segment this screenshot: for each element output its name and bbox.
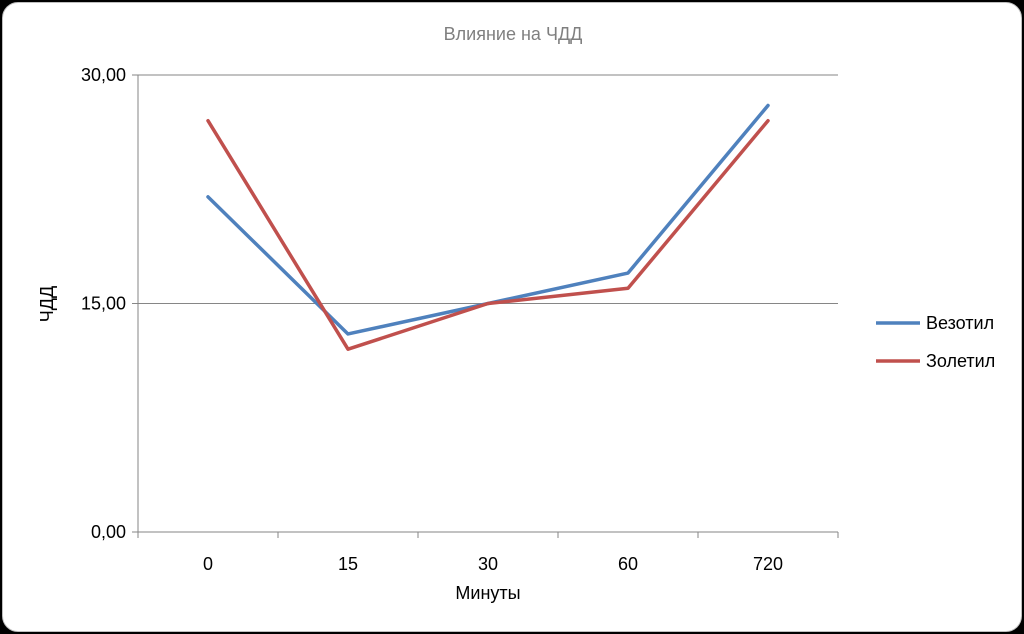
y-tick-label: 30,00 (81, 65, 126, 85)
line-chart: Влияние на ЧДД 0,00 15,00 30,00 0 15 30 60 720… (37, 24, 995, 603)
chart-title: Влияние на ЧДД (444, 24, 583, 44)
y-tick-labels: 0,00 15,00 30,00 (81, 65, 126, 542)
x-tick-labels: 0 15 30 60 720 (137, 532, 839, 574)
legend: Везотил Золетил (876, 313, 995, 371)
x-tick-label: 60 (618, 554, 638, 574)
y-axis-title: ЧДД (37, 286, 57, 322)
legend-label: Золетил (926, 351, 995, 371)
x-tick-label: 0 (203, 554, 213, 574)
series-line (206, 118, 770, 351)
series-lines (206, 103, 770, 351)
x-tick-label: 15 (338, 554, 358, 574)
y-tick-label: 0,00 (91, 522, 126, 542)
x-tick-label: 30 (478, 554, 498, 574)
y-tick-label: 15,00 (81, 294, 126, 314)
legend-label: Везотил (926, 313, 994, 333)
x-axis-title: Минуты (455, 583, 520, 603)
x-tick-label: 720 (753, 554, 783, 574)
